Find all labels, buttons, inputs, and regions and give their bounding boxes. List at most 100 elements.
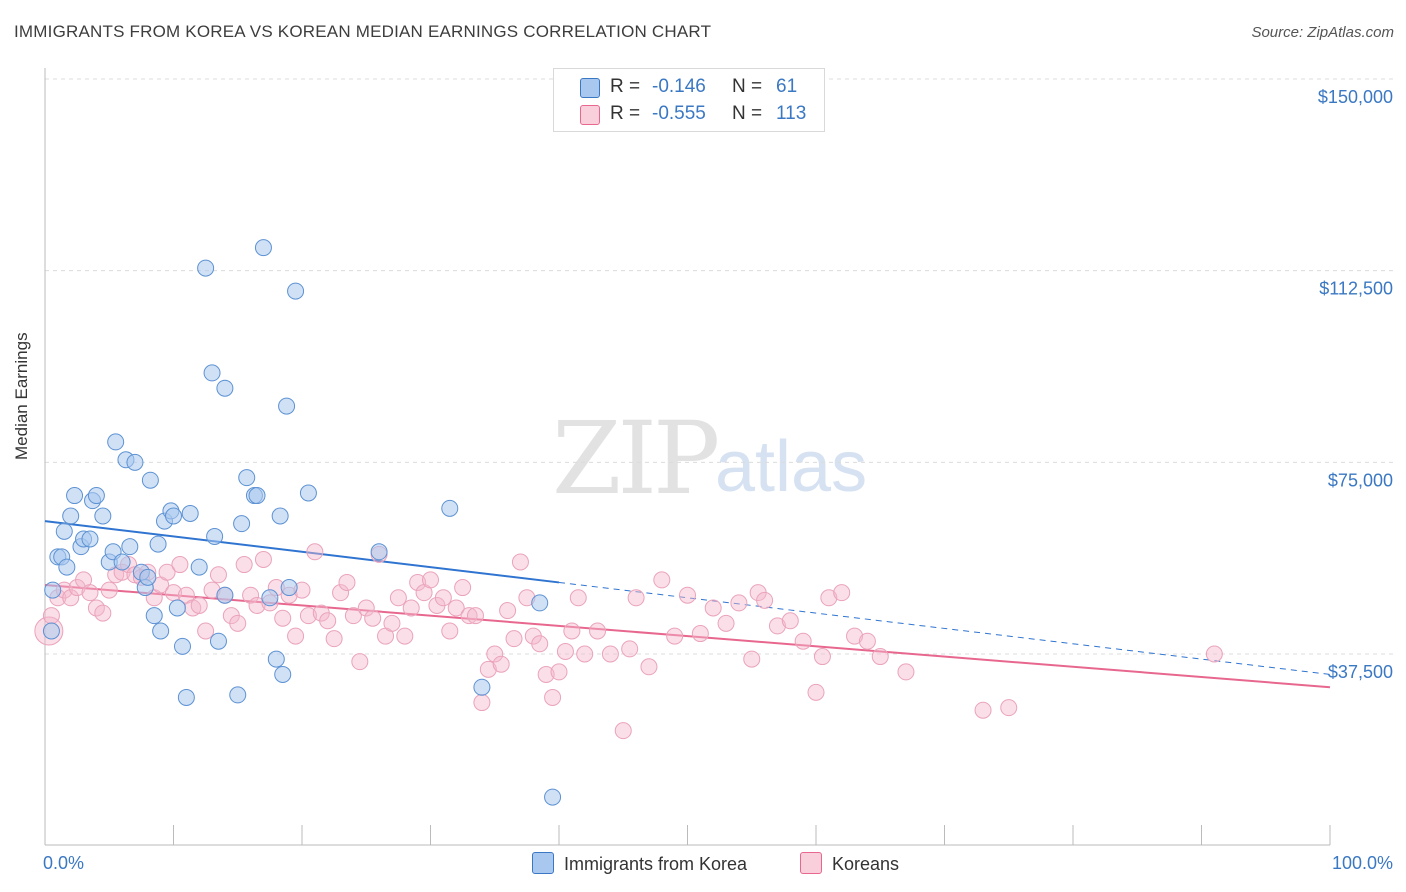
bottom-legend-swatch-pink [800, 852, 822, 874]
korean-point [197, 622, 215, 640]
bottom-legend-label: Immigrants from Korea [564, 854, 748, 874]
korea-immigrant-point [274, 665, 292, 683]
chart-title: IMMIGRANTS FROM KOREA VS KOREAN MEDIAN E… [14, 22, 712, 41]
korea-immigrant-point [229, 686, 247, 704]
korea-immigrant-point [152, 622, 170, 640]
korea-immigrant-point [62, 507, 80, 525]
korean-point [897, 663, 915, 681]
korea-immigrant-point [42, 622, 60, 640]
y-tick-label: $37,500 [1328, 662, 1393, 682]
korean-point [781, 612, 799, 630]
korean-point [460, 607, 478, 625]
legend-n-value: 113 [776, 103, 807, 124]
legend-r-value: -0.555 [652, 103, 706, 124]
axes [44, 68, 1331, 846]
korean-point [100, 581, 118, 599]
korean-point [768, 617, 786, 635]
korean-point [229, 614, 247, 632]
korea-immigrant-point [197, 259, 215, 277]
korean-point [974, 701, 992, 719]
korean-point [858, 632, 876, 650]
x-tick-label: 0.0% [43, 853, 84, 873]
korean-point [544, 688, 562, 706]
korean-point [466, 607, 484, 625]
y-tick-label: $150,000 [1318, 87, 1393, 107]
legend-r-label: R = [610, 76, 641, 97]
korean-point [344, 607, 362, 625]
korean-point [332, 584, 350, 602]
korean-point [666, 627, 684, 645]
korean-point [576, 645, 594, 663]
korean-point [871, 648, 889, 666]
korean-point [627, 589, 645, 607]
korea-immigrant-point [66, 487, 84, 505]
korean-point [640, 658, 658, 676]
korean-point [274, 609, 292, 627]
korea-immigrant-point [107, 433, 125, 451]
korean-point [1205, 645, 1223, 663]
korea-trend-line [44, 520, 560, 584]
korea-immigrant-point [181, 504, 199, 522]
watermark-zip: ZIP [552, 400, 720, 517]
korean-point [537, 665, 555, 683]
bottom-legend-koreans: Koreans [800, 852, 899, 875]
korea-immigrant-point [271, 507, 289, 525]
korean-point [730, 594, 748, 612]
korea-immigrant-point [248, 487, 266, 505]
chart-source: Source: ZipAtlas.com [1251, 24, 1394, 41]
legend-n-value: 61 [776, 76, 798, 97]
korean-point [81, 584, 99, 602]
korea-immigrant-point [254, 239, 272, 257]
korea-immigrant-points [42, 239, 562, 806]
korean-point [479, 660, 497, 678]
korean-point [242, 586, 260, 604]
korean-point [248, 596, 266, 614]
bottom-legend-korea: Immigrants from Korea [532, 852, 747, 875]
korean-point [158, 563, 176, 581]
korea-immigrant-point [233, 515, 251, 533]
korea-immigrant-point [141, 471, 159, 489]
korean-point [492, 655, 510, 673]
korea-immigrant-point [139, 568, 157, 586]
watermark-atlas: atlas [715, 427, 868, 507]
korean-point [833, 584, 851, 602]
korea-immigrant-point [173, 637, 191, 655]
korea-immigrant-point [287, 282, 305, 300]
x-tick-label: 100.0% [1332, 853, 1393, 873]
korean-point [190, 596, 208, 614]
korea-immigrant-point [441, 499, 459, 517]
korea-immigrant-point [299, 484, 317, 502]
korean-point [338, 573, 356, 591]
koreans-trend-line [44, 584, 1331, 689]
y-tick-label: $75,000 [1328, 470, 1393, 490]
korean-point [94, 604, 112, 622]
korean-point [653, 571, 671, 589]
korea-immigrant-point [280, 579, 298, 597]
legend-swatch-blue [580, 78, 600, 98]
korea-trend-extension [558, 581, 1331, 675]
korean-point [846, 627, 864, 645]
korea-immigrant-point [531, 594, 549, 612]
korean-point [299, 607, 317, 625]
korean-point [473, 694, 491, 712]
korean-point [389, 589, 407, 607]
korea-immigrant-point [121, 538, 139, 556]
korean-point [704, 599, 722, 617]
korean-point [396, 627, 414, 645]
korea-immigrant-point [216, 379, 234, 397]
korean-point [402, 599, 420, 617]
korean-point [319, 612, 337, 630]
korean-point [807, 683, 825, 701]
korean-point [351, 653, 369, 671]
korean-point [556, 642, 574, 660]
korean-point [357, 599, 375, 617]
korean-point [505, 630, 523, 648]
korean-point [254, 550, 272, 568]
bottom-legend-label: Koreans [832, 854, 900, 874]
korean-point [511, 553, 529, 571]
korean-point [569, 589, 587, 607]
korea-immigrant-point [145, 607, 163, 625]
korea-immigrant-point [113, 553, 131, 571]
bottom-legend-swatch-blue [532, 852, 554, 874]
